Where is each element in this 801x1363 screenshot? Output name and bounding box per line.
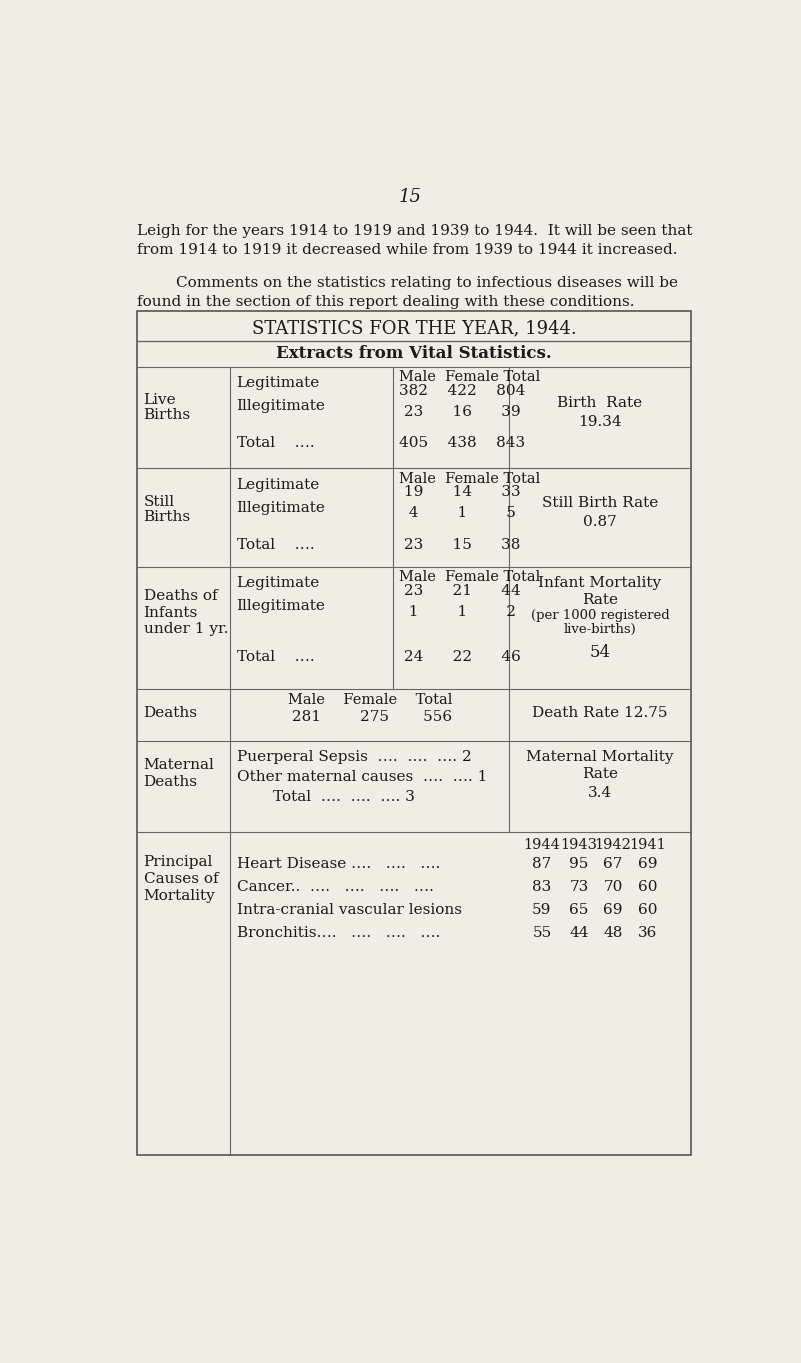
Text: Still Birth Rate: Still Birth Rate	[541, 496, 658, 510]
Text: 59: 59	[532, 902, 552, 917]
Text: 0.87: 0.87	[583, 515, 617, 529]
Text: Rate: Rate	[582, 767, 618, 781]
Text: Maternal Mortality: Maternal Mortality	[526, 750, 674, 765]
Text: 73: 73	[570, 879, 589, 894]
Text: 65: 65	[570, 902, 589, 917]
Text: 60: 60	[638, 902, 657, 917]
Text: Births: Births	[143, 409, 191, 423]
Text: 95: 95	[570, 856, 589, 871]
Text: Deaths: Deaths	[143, 706, 198, 720]
Text: Total    ….: Total ….	[236, 650, 314, 664]
Text: 15: 15	[399, 188, 421, 206]
Text: 405    438    843: 405 438 843	[399, 436, 525, 450]
Text: 23      16      39: 23 16 39	[399, 405, 521, 418]
Text: Total    ….: Total ….	[236, 538, 314, 552]
Text: Male    Female    Total: Male Female Total	[288, 694, 452, 707]
Text: 1944: 1944	[523, 838, 561, 852]
Text: 60: 60	[638, 879, 657, 894]
Text: 69: 69	[638, 856, 657, 871]
Text: Mortality: Mortality	[143, 889, 215, 902]
Text: from 1914 to 1919 it decreased while from 1939 to 1944 it increased.: from 1914 to 1919 it decreased while fro…	[137, 243, 678, 256]
Text: (per 1000 registered: (per 1000 registered	[530, 609, 670, 623]
Text: under 1 yr.: under 1 yr.	[143, 623, 228, 637]
Text: Legitimate: Legitimate	[236, 477, 320, 492]
Text: Legitimate: Legitimate	[236, 376, 320, 390]
Text: Still: Still	[143, 495, 175, 508]
Text: Other maternal causes  ….  …. 1: Other maternal causes …. …. 1	[236, 770, 487, 784]
Text: Bronchitis….   ….   ….   ….: Bronchitis…. …. …. ….	[236, 925, 440, 940]
Text: Extracts from Vital Statistics.: Extracts from Vital Statistics.	[276, 345, 552, 363]
Text: 23      21      44: 23 21 44	[399, 583, 521, 598]
Text: 24      22      46: 24 22 46	[399, 650, 521, 664]
Text: 36: 36	[638, 925, 657, 940]
Text: 67: 67	[603, 856, 623, 871]
Text: Birth  Rate: Birth Rate	[557, 397, 642, 410]
Text: found in the section of this report dealing with these conditions.: found in the section of this report deal…	[137, 296, 635, 309]
Text: 19.34: 19.34	[578, 414, 622, 428]
Text: Principal: Principal	[143, 855, 213, 870]
Text: STATISTICS FOR THE YEAR, 1944.: STATISTICS FOR THE YEAR, 1944.	[252, 319, 577, 337]
Text: Maternal: Maternal	[143, 758, 215, 771]
Text: Male  Female Total: Male Female Total	[399, 472, 541, 485]
Text: 4        1        5: 4 1 5	[399, 506, 516, 521]
Text: 1942: 1942	[594, 838, 632, 852]
Text: 55: 55	[532, 925, 552, 940]
Text: Legitimate: Legitimate	[236, 577, 320, 590]
Text: Infants: Infants	[143, 605, 198, 620]
Text: 69: 69	[603, 902, 623, 917]
Text: Deaths: Deaths	[143, 776, 198, 789]
Text: Total  ….  ….  …. 3: Total …. …. …. 3	[273, 791, 415, 804]
Text: Leigh for the years 1914 to 1919 and 1939 to 1944.  It will be seen that: Leigh for the years 1914 to 1919 and 193…	[137, 224, 693, 237]
Text: Illegitimate: Illegitimate	[236, 600, 325, 613]
Text: Puerperal Sepsis  ….  ….  …. 2: Puerperal Sepsis …. …. …. 2	[236, 750, 471, 765]
Text: Rate: Rate	[582, 593, 618, 608]
Text: 54: 54	[590, 645, 610, 661]
Text: Births: Births	[143, 510, 191, 523]
Text: Cancer..  ….   ….   ….   ….: Cancer.. …. …. …. ….	[236, 879, 433, 894]
Text: 19      14      33: 19 14 33	[399, 485, 521, 499]
Text: Total    ….: Total ….	[236, 436, 314, 450]
Text: Heart Disease ….   ….   ….: Heart Disease …. …. ….	[236, 856, 440, 871]
Text: 23      15      38: 23 15 38	[399, 538, 521, 552]
Text: live-births): live-births)	[564, 623, 636, 635]
Text: Male  Female Total: Male Female Total	[399, 570, 541, 585]
Text: Illegitimate: Illegitimate	[236, 500, 325, 515]
Text: Illegitimate: Illegitimate	[236, 399, 325, 413]
Text: Death Rate 12.75: Death Rate 12.75	[532, 706, 668, 720]
Text: Deaths of: Deaths of	[143, 589, 217, 602]
Text: 3.4: 3.4	[588, 785, 612, 800]
Text: 1941: 1941	[629, 838, 666, 852]
Bar	[137, 311, 690, 1156]
Text: 1        1        2: 1 1 2	[399, 605, 517, 619]
Text: Live: Live	[143, 393, 176, 408]
Text: 83: 83	[532, 879, 552, 894]
Text: 382    422    804: 382 422 804	[399, 384, 525, 398]
Text: Intra-cranial vascular lesions: Intra-cranial vascular lesions	[236, 902, 461, 917]
Text: Causes of: Causes of	[143, 872, 218, 886]
Text: 281        275       556: 281 275 556	[288, 710, 453, 724]
Text: Comments on the statistics relating to infectious diseases will be: Comments on the statistics relating to i…	[137, 275, 678, 290]
Text: 48: 48	[603, 925, 623, 940]
Text: Infant Mortality: Infant Mortality	[538, 577, 662, 590]
Text: Male  Female Total: Male Female Total	[399, 369, 541, 384]
Text: 70: 70	[603, 879, 623, 894]
Text: 87: 87	[532, 856, 552, 871]
Text: 44: 44	[570, 925, 589, 940]
Text: 1943: 1943	[561, 838, 598, 852]
